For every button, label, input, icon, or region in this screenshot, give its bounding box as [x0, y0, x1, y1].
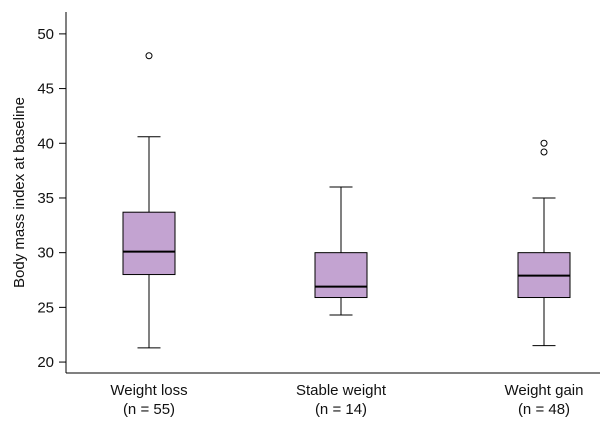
iqr-box: [314, 252, 368, 299]
box-group: [314, 186, 368, 316]
x-axis: Weight loss (n = 55) Stable weight (n = 14)…: [66, 372, 600, 418]
box-group: [122, 52, 176, 349]
category-n-label: (n = 14): [315, 401, 367, 418]
boxes: [122, 52, 571, 349]
y-axis: 20 25 30 35 40 45 50: [37, 12, 67, 373]
outlier-point: [540, 148, 548, 156]
category-n-label: (n = 55): [123, 401, 175, 418]
category-label: Weight gain: [505, 382, 584, 399]
outlier-point: [540, 139, 548, 147]
box-group: [517, 139, 571, 347]
outlier-point: [145, 52, 153, 60]
y-tick-label: 35: [37, 190, 54, 207]
iqr-box: [122, 211, 176, 276]
y-axis-label: Body mass index at baseline: [11, 97, 28, 288]
y-tick-label: 20: [37, 354, 54, 371]
y-tick-label: 50: [37, 26, 54, 43]
category-n-label: (n = 48): [518, 401, 570, 418]
category-label: Stable weight: [296, 382, 387, 399]
y-tick-label: 30: [37, 245, 54, 262]
y-tick-label: 40: [37, 135, 54, 152]
y-tick-label: 25: [37, 299, 54, 316]
y-tick-label: 45: [37, 81, 54, 98]
category-label: Weight loss: [110, 382, 187, 399]
